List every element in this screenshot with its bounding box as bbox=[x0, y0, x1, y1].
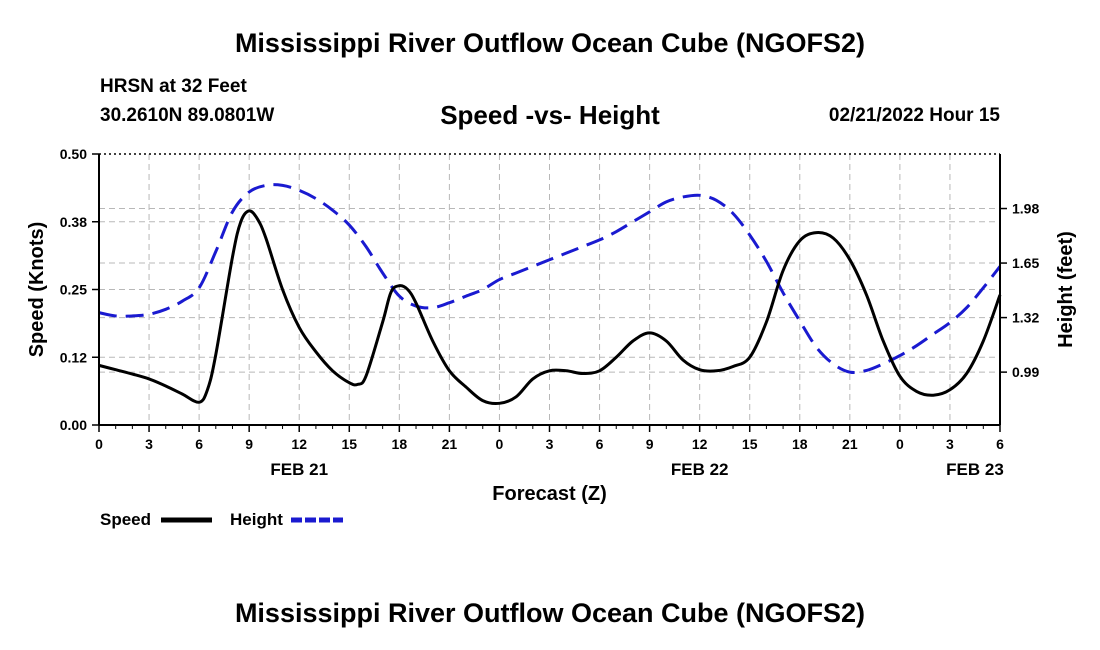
series-layer bbox=[98, 183, 1002, 406]
y-tick-label: 0.00 bbox=[60, 417, 87, 433]
x-tick-label: 0 bbox=[95, 436, 103, 452]
x-tick-label: 6 bbox=[596, 436, 604, 452]
coordinates-label: 30.2610N 89.0801W bbox=[100, 105, 275, 126]
x-tick-label: 6 bbox=[996, 436, 1004, 452]
x-tick-label: 0 bbox=[896, 436, 904, 452]
x-tick-label: 18 bbox=[392, 436, 408, 452]
x-tick-label: 18 bbox=[792, 436, 808, 452]
y2-tick-label: 1.32 bbox=[1012, 310, 1039, 326]
y-tick-label: 0.50 bbox=[60, 146, 87, 162]
x-tick-label: 9 bbox=[245, 436, 253, 452]
x-tick-label: 3 bbox=[145, 436, 153, 452]
x-tick-label: 3 bbox=[546, 436, 554, 452]
x-tick-label: 15 bbox=[341, 436, 357, 452]
x-tick-label: 21 bbox=[442, 436, 458, 452]
legend: Speed Height bbox=[100, 510, 343, 529]
date-label: FEB 21 bbox=[270, 460, 328, 479]
y2-axis-label: Height (feet) bbox=[1055, 231, 1077, 348]
x-axis-label: Forecast (Z) bbox=[492, 483, 606, 505]
x-tick-label: 9 bbox=[646, 436, 654, 452]
date-label: FEB 23 bbox=[946, 460, 1004, 479]
x-tick-label: 12 bbox=[291, 436, 307, 452]
x-tick-label: 6 bbox=[195, 436, 203, 452]
x-tick-label: 21 bbox=[842, 436, 858, 452]
legend-speed-label: Speed bbox=[100, 510, 151, 529]
y-tick-label: 0.25 bbox=[60, 282, 87, 298]
series-line-height bbox=[98, 183, 1002, 375]
x-tick-label: 0 bbox=[496, 436, 504, 452]
legend-height-label: Height bbox=[230, 510, 283, 529]
station-label: HRSN at 32 Feet bbox=[100, 76, 247, 97]
chart-title: Speed -vs- Height bbox=[440, 100, 660, 130]
grid bbox=[99, 153, 1000, 425]
y2-tick-label: 0.99 bbox=[1012, 364, 1039, 380]
x-tick-label: 3 bbox=[946, 436, 954, 452]
y-tick-label: 0.12 bbox=[60, 349, 87, 365]
datetime-label: 02/21/2022 Hour 15 bbox=[828, 105, 1000, 126]
y-tick-label: 0.38 bbox=[60, 214, 87, 230]
y2-tick-label: 1.65 bbox=[1012, 255, 1039, 271]
x-tick-label: 12 bbox=[692, 436, 708, 452]
y2-tick-label: 1.98 bbox=[1012, 201, 1039, 217]
axes: 0 3 6 9 12 15 18 21 0 3 6 9 12 15 18 21 0 3 6 FEB 21 FEB 22 F… bbox=[60, 146, 1040, 479]
x-tick-label: 15 bbox=[742, 436, 758, 452]
page-title: Mississippi River Outflow Ocean Cube (NG… bbox=[234, 28, 866, 58]
y-axis-label: Speed (Knots) bbox=[26, 222, 48, 358]
date-label: FEB 22 bbox=[671, 460, 729, 479]
series-line-speed bbox=[98, 209, 1002, 406]
footer-title: Mississippi River Outflow Ocean Cube (NG… bbox=[234, 598, 866, 628]
